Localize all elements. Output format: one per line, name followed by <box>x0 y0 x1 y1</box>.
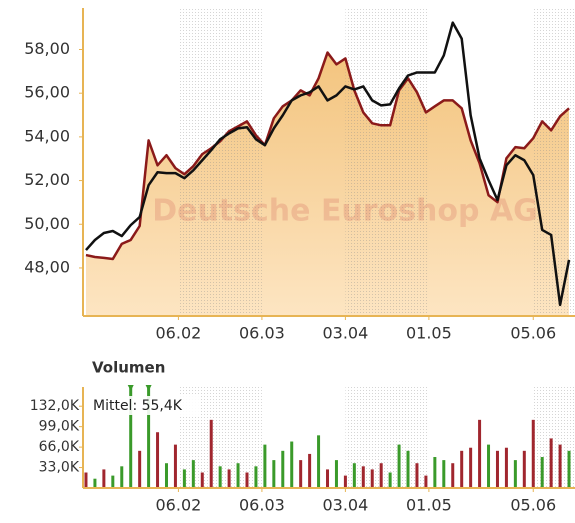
month-band <box>533 8 575 316</box>
volume-bar <box>361 466 365 488</box>
volume-bar <box>433 457 437 488</box>
volume-bar <box>487 444 491 488</box>
volume-bar <box>352 463 356 488</box>
x-tick-label: 03.04 <box>322 496 368 515</box>
volume-bar <box>182 469 186 488</box>
volume-bar <box>173 444 177 488</box>
x-tick-label: 01.05 <box>406 496 452 515</box>
x-tick-label: 05.06 <box>510 496 556 515</box>
volume-bar <box>531 419 535 488</box>
annotation: Mittel: 55,4K <box>93 398 183 414</box>
chart-title: Volumen <box>92 359 165 377</box>
volume-bar <box>397 444 401 488</box>
volume-bar <box>93 478 97 488</box>
x-tick-label: 06.02 <box>156 324 202 343</box>
volume-bar <box>415 463 419 488</box>
overflow-marker <box>127 385 134 391</box>
volume-bar <box>567 450 571 488</box>
volume-bar <box>200 472 204 488</box>
volume-bar <box>254 466 258 488</box>
volume-bar <box>236 463 240 488</box>
volume-bar <box>84 472 88 488</box>
month-band <box>345 8 429 316</box>
plot-area <box>83 387 575 488</box>
month-band <box>178 8 262 316</box>
volume-bar <box>272 460 276 488</box>
y-tick-label: 66,0K <box>39 439 80 455</box>
y-tick-label: 33,0K <box>39 460 80 476</box>
volume-bar <box>263 444 267 488</box>
y-tick-label: 52,00 <box>24 170 70 189</box>
annotation-box <box>89 396 201 415</box>
volume-bar <box>469 447 473 488</box>
x-tick-label: 06.02 <box>156 496 202 515</box>
price-line <box>85 51 570 261</box>
volume-bar <box>218 466 222 488</box>
volume-bar <box>478 419 482 488</box>
y-tick-label: 58,00 <box>24 39 70 58</box>
volume-bar <box>290 441 294 488</box>
volume-bar <box>460 450 464 488</box>
volume-bar <box>102 469 106 488</box>
volume-bar <box>209 419 213 488</box>
volume-bar <box>522 450 526 488</box>
watermark: Deutsche Euroshop AG <box>152 194 538 229</box>
price-line <box>85 21 571 307</box>
x-tick-label: 06.03 <box>239 324 285 343</box>
y-tick-label: 99,0K <box>39 419 80 435</box>
volume-bar <box>120 466 124 488</box>
volume-bar <box>406 450 410 488</box>
volume-bar <box>513 460 517 488</box>
volume-bar <box>549 438 553 488</box>
volume-bar <box>326 469 330 488</box>
volume-bar <box>343 475 347 488</box>
overflow-marker <box>145 385 152 391</box>
volume-bar <box>138 450 142 488</box>
plot-area: Deutsche Euroshop AG <box>83 8 575 316</box>
x-tick-label: 03.04 <box>322 324 368 343</box>
volume-bar <box>191 460 195 488</box>
volume-bar <box>227 469 231 488</box>
volume-bar <box>308 453 312 488</box>
volume-bar <box>388 472 392 488</box>
volume-bar <box>147 387 151 488</box>
y-tick-label: 48,00 <box>24 257 70 276</box>
volume-bar <box>495 450 499 488</box>
y-tick-label: 54,00 <box>24 126 70 145</box>
volume-bar <box>281 450 285 488</box>
volume-bar <box>334 460 338 488</box>
x-tick-label: 05.06 <box>510 324 556 343</box>
volume-bar <box>451 463 455 488</box>
volume-bar <box>540 457 544 488</box>
volume-bar <box>379 463 383 488</box>
y-tick-label: 132,0K <box>30 398 80 414</box>
volume-bar <box>504 447 508 488</box>
volume-bar <box>156 432 160 488</box>
volume-bar <box>317 435 321 488</box>
y-tick-label: 56,00 <box>24 83 70 102</box>
x-tick-label: 06.03 <box>239 496 285 515</box>
volume-bar <box>164 463 168 488</box>
volume-bar <box>558 444 562 488</box>
volume-bar <box>299 460 303 488</box>
volume-bar <box>111 475 115 488</box>
y-tick-label: 50,00 <box>24 214 70 233</box>
volume-bar <box>370 469 374 488</box>
x-tick-label: 01.05 <box>406 324 452 343</box>
volume-bar <box>245 472 249 488</box>
month-band <box>345 387 429 488</box>
volume-bar <box>424 475 428 488</box>
volume-bar <box>442 460 446 488</box>
volume-bar <box>129 387 133 488</box>
